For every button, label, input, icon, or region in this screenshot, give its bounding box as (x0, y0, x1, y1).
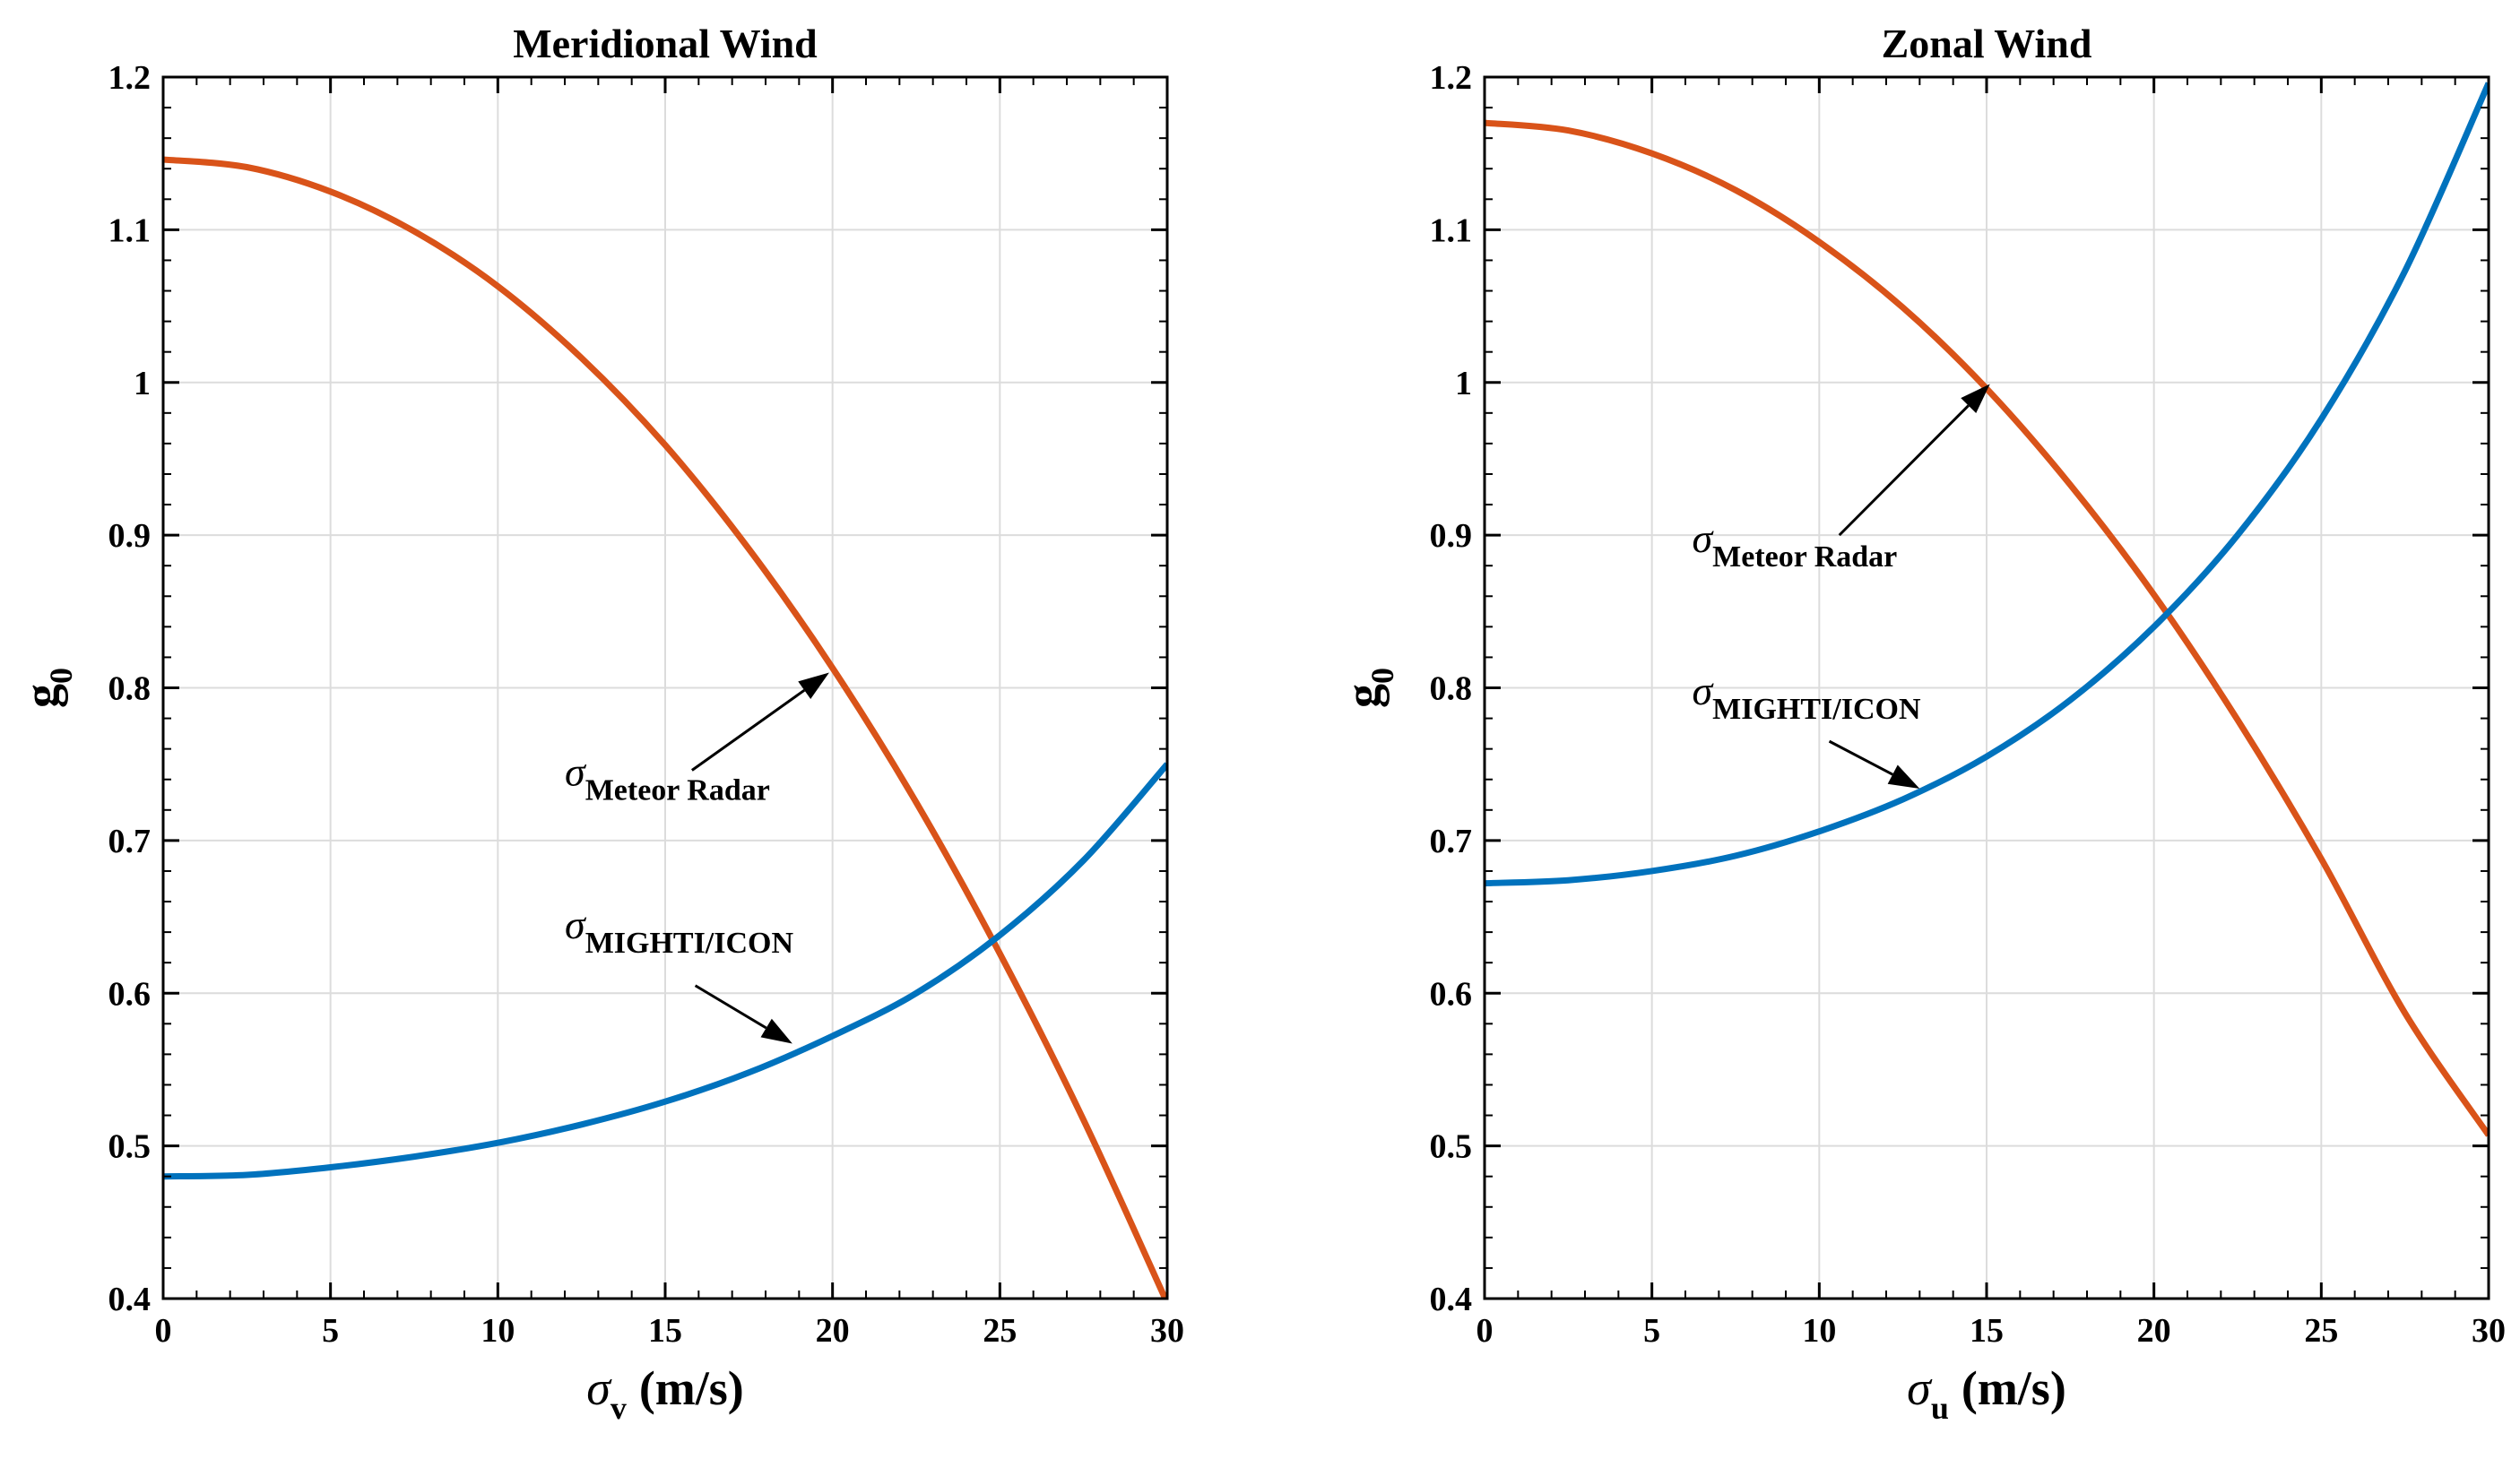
chart-0-y-axis-subscript: 0 (43, 668, 79, 684)
chart-0-y-tick-label-5: 0.9 (108, 517, 152, 555)
chart-0-y-tick-label-7: 1.1 (108, 212, 152, 249)
chart-1-annotation-meteor-radar-arrow-shaft (1838, 404, 1970, 537)
chart-1-y-tick-label-0: 0.4 (1430, 1281, 1473, 1318)
chart-0-y-tick-label-8: 1.2 (108, 59, 152, 97)
chart-1-x-tick-label-5: 25 (2304, 1312, 2338, 1350)
chart-1-y-tick-label-3: 0.7 (1430, 823, 1473, 860)
chart-1-x-tick-label-0: 0 (1476, 1312, 1494, 1350)
chart-0-x-axis-label: σv (m/s) (586, 1361, 744, 1426)
chart-0-y-axis-symbol: g (14, 684, 68, 708)
chart-0-y-axis-label: g0 (14, 668, 79, 708)
chart-0-x-tick-label-4: 20 (816, 1312, 850, 1350)
chart-0-annotation-meteor-radar-label: σMeteor Radar (565, 749, 770, 807)
chart-1-x-tick-label-4: 20 (2137, 1312, 2171, 1350)
chart-0-x-tick-label-3: 15 (648, 1312, 682, 1350)
chart-1-x-tick-label-3: 15 (1970, 1312, 2004, 1350)
chart-1-y-tick-label-7: 1.1 (1430, 212, 1473, 249)
chart-0-annotation-mighti-icon-symbol: σ (565, 902, 587, 947)
chart-1-x-axis-subscript: u (1931, 1390, 1949, 1426)
chart-1-y-tick-label-4: 0.8 (1430, 670, 1473, 708)
chart-1-x-tick-label-6: 30 (2472, 1312, 2506, 1350)
meridional-wind-panel: 0 5 10 15 20 25 30 0.4 0.5 0.6 0.7 0.8 0.9 1 1.1 1.2 Mer… (14, 21, 1184, 1426)
chart-1-y-tick-label-5: 0.9 (1430, 517, 1473, 555)
chart-1-x-tick-label-1: 5 (1643, 1312, 1660, 1350)
chart-0-title: Meridional Wind (513, 21, 818, 66)
chart-0-y-tick-label-0: 0.4 (108, 1281, 152, 1318)
chart-0-annotation-meteor-radar-subscript: Meteor Radar (585, 774, 770, 807)
chart-1-y-tick-label-6: 1 (1455, 365, 1472, 402)
chart-1-x-axis-units: (m/s) (1961, 1361, 2066, 1415)
chart-0-annotation-mighti-icon-subscript: MIGHTI/ICON (585, 927, 794, 960)
chart-0-x-axis-units: (m/s) (639, 1361, 744, 1415)
chart-0-x-tick-label-2: 10 (481, 1312, 515, 1350)
chart-0-y-tick-label-1: 0.5 (108, 1128, 152, 1166)
chart-1-x-tick-label-2: 10 (1802, 1312, 1836, 1350)
chart-0-annotation-mighti-icon-label: σMIGHTI/ICON (565, 902, 793, 960)
chart-0-annotation-meteor-radar-symbol: σ (565, 749, 587, 795)
chart-1-annotation-mighti-icon-symbol: σ (1692, 668, 1714, 713)
chart-0-x-tick-label-0: 0 (155, 1312, 172, 1350)
chart-1-annotation-mighti-icon-arrow-head (1887, 764, 1920, 789)
chart-1-y-tick-label-8: 1.2 (1430, 59, 1473, 97)
chart-1-y-tick-label-1: 0.5 (1430, 1128, 1473, 1166)
chart-1-annotation-meteor-radar-arrow-head (1961, 384, 1990, 414)
chart-1-title: Zonal Wind (1882, 21, 2092, 66)
chart-0-y-tick-label-3: 0.7 (108, 823, 152, 860)
chart-1-series-mighti-icon-line (1485, 82, 2489, 887)
chart-1-x-axis-label: σu (m/s) (1907, 1361, 2066, 1426)
chart-0-annotation-mighti-icon-arrow-shaft (694, 984, 767, 1030)
chart-0-x-tick-label-5: 25 (983, 1312, 1017, 1350)
chart-1-y-axis-symbol: g (1336, 684, 1390, 708)
chart-1-annotation-meteor-radar-label: σMeteor Radar (1692, 515, 1897, 574)
chart-1-x-axis-symbol: σ (1907, 1361, 1933, 1415)
chart-1-annotation-mighti-icon-arrow-shaft (1828, 739, 1893, 776)
chart-0-x-tick-label-1: 5 (322, 1312, 339, 1350)
chart-0-annotation-mighti-icon-arrow-head (760, 1018, 792, 1044)
chart-0-series-mighti-icon-line (163, 762, 1167, 1180)
chart-1-annotation-mighti-icon-subscript: MIGHTI/ICON (1712, 693, 1921, 726)
chart-1-annotation-mighti-icon-label: σMIGHTI/ICON (1692, 668, 1920, 726)
chart-1-y-axis-subscript: 0 (1364, 668, 1400, 684)
chart-1-y-axis-label: g0 (1336, 668, 1400, 708)
zonal-wind-panel: 0 5 10 15 20 25 30 0.4 0.5 0.6 0.7 0.8 0.9 1 1.1 1.2 Zon… (1336, 21, 2506, 1426)
chart-0-x-axis-symbol: σ (586, 1361, 612, 1415)
chart-0-annotation-meteor-radar-arrow-shaft (690, 688, 806, 772)
chart-1-annotation-meteor-radar-subscript: Meteor Radar (1712, 540, 1897, 574)
chart-0-x-tick-label-6: 30 (1150, 1312, 1184, 1350)
chart-0-y-tick-label-6: 1 (134, 365, 151, 402)
chart-1-annotation-meteor-radar-symbol: σ (1692, 515, 1714, 561)
chart-0-x-axis-subscript: v (611, 1390, 627, 1426)
chart-1-y-tick-label-2: 0.6 (1430, 975, 1473, 1013)
chart-0-y-tick-label-4: 0.8 (108, 670, 152, 708)
chart-1-series-meteor-radar-line (1485, 119, 2489, 1137)
chart-0-series-meteor-radar-line (163, 156, 1167, 1299)
chart-0-annotation-meteor-radar-arrow-head (798, 672, 829, 699)
chart-0-y-tick-label-2: 0.6 (108, 975, 152, 1013)
